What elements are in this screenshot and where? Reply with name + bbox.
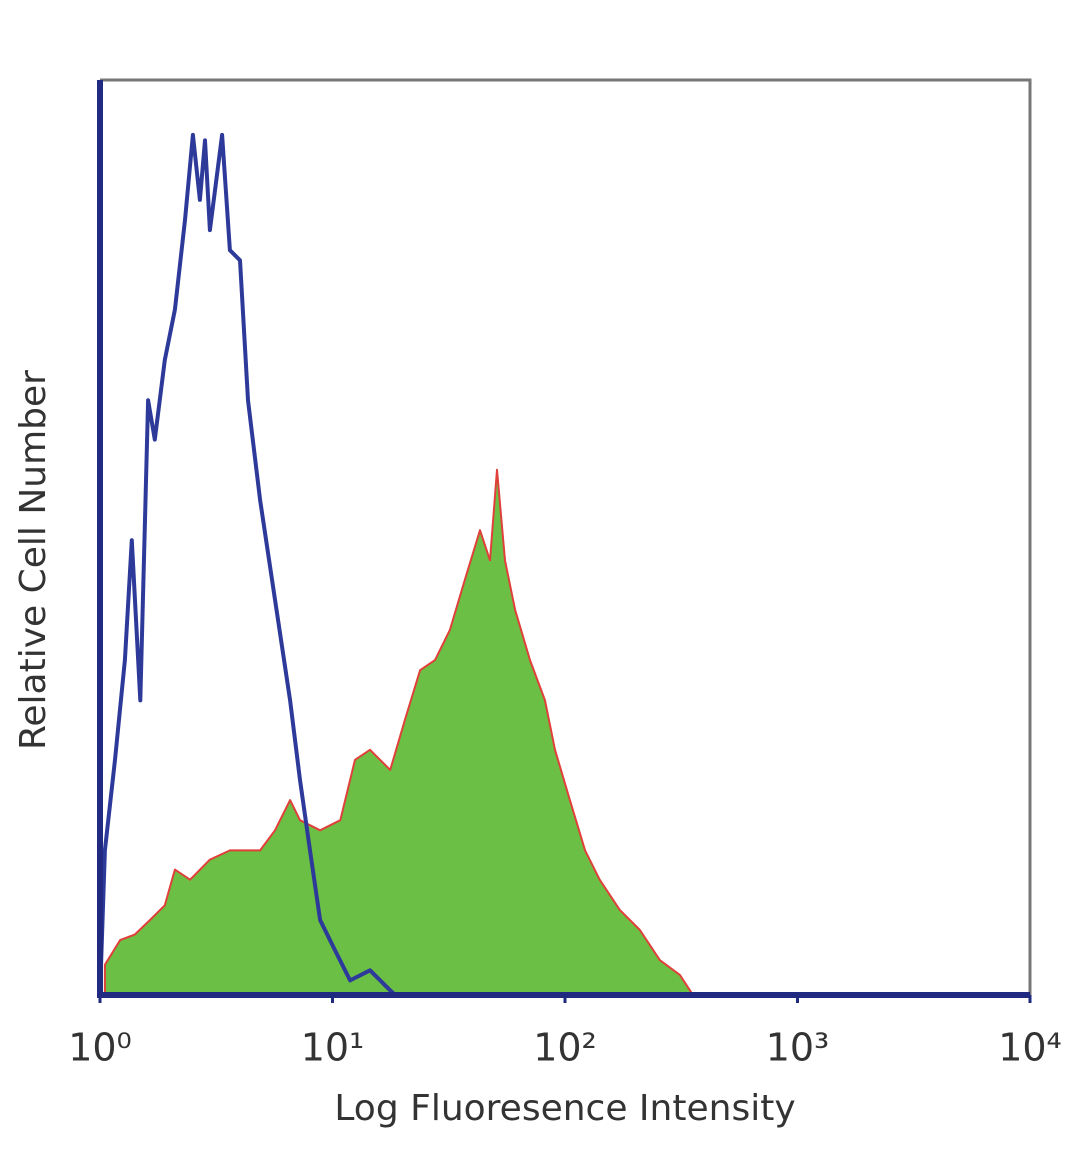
histogram-line bbox=[98, 132, 397, 997]
x-tick-label: 10⁴ bbox=[998, 1026, 1062, 1070]
x-axis-label: Log Fluoresence Intensity bbox=[334, 1088, 795, 1129]
histogram-area bbox=[103, 468, 694, 996]
plot-frame bbox=[100, 78, 1032, 995]
x-tick-label: 10³ bbox=[766, 1026, 830, 1070]
x-tick-label: 10⁰ bbox=[68, 1026, 132, 1070]
x-tick-label: 10¹ bbox=[301, 1026, 365, 1070]
x-tick-label: 10² bbox=[533, 1026, 597, 1070]
y-axis-label: Relative Cell Number bbox=[13, 370, 54, 750]
